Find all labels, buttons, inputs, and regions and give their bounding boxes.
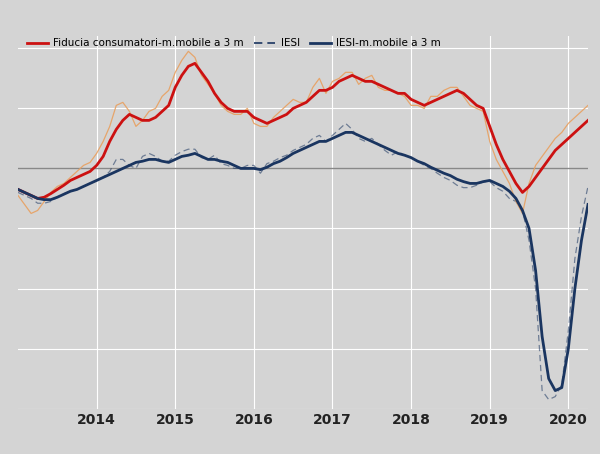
Legend: Fiducia consumatori-m.mobile a 3 m, IESI, IESI-m.mobile a 3 m: Fiducia consumatori-m.mobile a 3 m, IESI… (23, 34, 445, 52)
